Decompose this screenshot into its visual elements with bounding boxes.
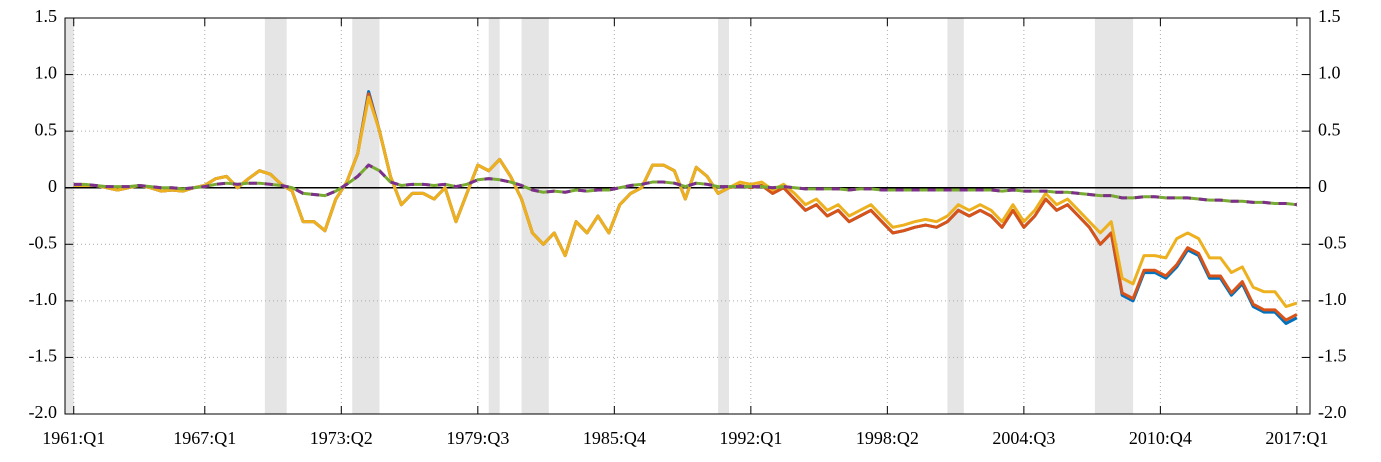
x-tick-label: 1973:Q2 [310,428,373,448]
recession-band [947,18,964,414]
x-tick-label: 2010:Q4 [1129,428,1192,448]
y2-tick-label: 1.5 [1318,6,1341,26]
y2-tick-label: -1.5 [1318,346,1347,366]
y2-tick-label: 0.5 [1318,119,1341,139]
x-tick-label: 1998:Q2 [856,428,919,448]
recession-band [488,18,500,414]
x-tick-label: 1992:Q1 [719,428,782,448]
y2-tick-label: 1.0 [1318,63,1341,83]
x-tick-label: 1979:Q3 [446,428,509,448]
y2-tick-label: -2.0 [1318,402,1347,422]
recession-band [65,18,74,414]
recession-band [718,18,729,414]
y2-tick-label: 0 [1318,176,1327,196]
recession-band [264,18,287,414]
x-tick-label: 1985:Q4 [583,428,646,448]
recession-band [1094,18,1134,414]
x-tick-label: 2017:Q1 [1265,428,1328,448]
y-tick-label: 0 [48,176,57,196]
y2-tick-label: -1.0 [1318,289,1347,309]
x-tick-label: 2004:Q3 [992,428,1055,448]
plot-frame [64,17,1311,415]
y-tick-label: 0.5 [35,119,58,139]
series-line [73,95,1298,309]
y-tick-label: 1.5 [35,6,58,26]
y-tick-label: -1.0 [29,289,58,309]
x-tick-label: 1961:Q1 [42,428,105,448]
y-tick-label: -0.5 [29,232,58,252]
y-tick-label: -2.0 [29,402,58,422]
y-tick-label: 1.0 [35,63,58,83]
series-line [73,163,1298,207]
recession-band [352,18,380,414]
y2-tick-label: -0.5 [1318,232,1347,252]
x-tick-label: 1967:Q1 [173,428,236,448]
y-tick-label: -1.5 [29,346,58,366]
